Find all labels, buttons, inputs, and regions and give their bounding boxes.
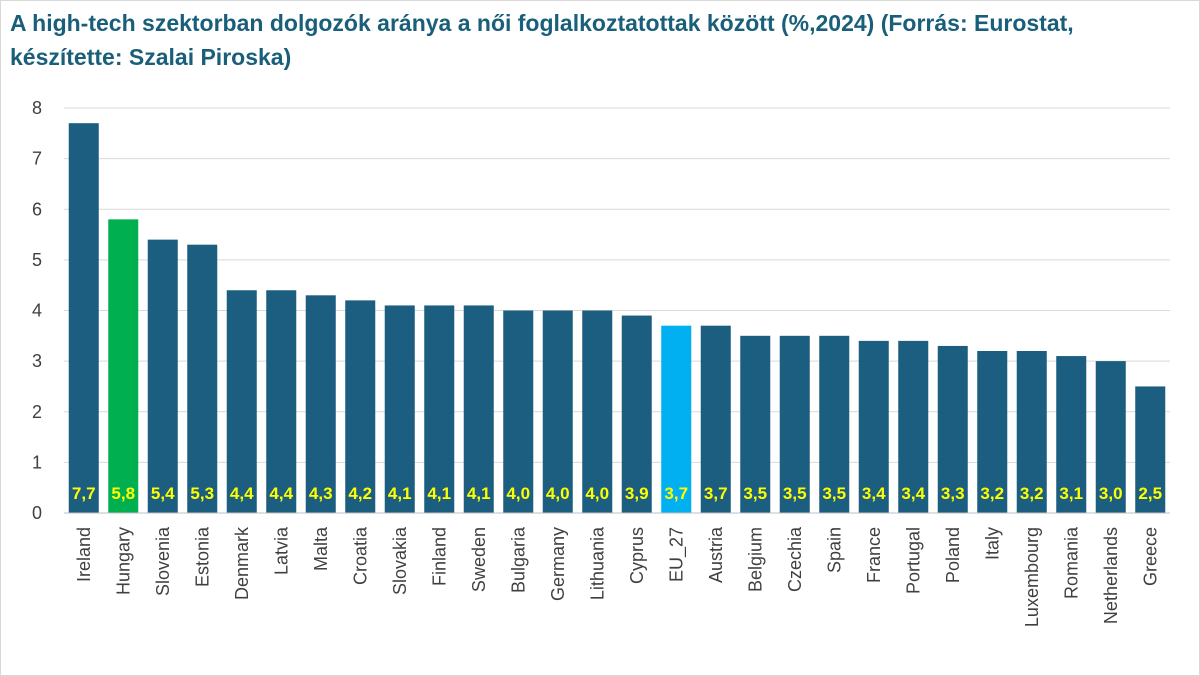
x-tick-label: Lithuania xyxy=(587,526,607,600)
x-tick-label: Croatia xyxy=(350,526,370,585)
data-label: 4,1 xyxy=(467,484,491,503)
x-tick-label: Estonia xyxy=(192,526,212,587)
x-tick-label: Greece xyxy=(1140,527,1160,586)
x-tick-label: Cyprus xyxy=(627,527,647,584)
data-label: 3,5 xyxy=(822,484,846,503)
x-tick-label: Netherlands xyxy=(1101,527,1121,624)
bar-belgium xyxy=(740,335,771,513)
x-tick-label: Slovenia xyxy=(153,526,173,596)
data-label: 2,5 xyxy=(1138,484,1162,503)
bar-cyprus xyxy=(621,315,652,513)
data-label: 4,1 xyxy=(388,484,412,503)
bar-hungary xyxy=(108,219,139,513)
x-tick-label: Slovakia xyxy=(390,526,410,595)
x-tick-label: Spain xyxy=(824,527,844,573)
y-tick-label: 7 xyxy=(32,149,42,169)
y-tick-label: 3 xyxy=(32,351,42,371)
bar-finland xyxy=(424,305,455,513)
data-label: 4,4 xyxy=(230,484,254,503)
x-tick-label: EU_27 xyxy=(666,527,687,582)
bar-estonia xyxy=(187,244,218,513)
bar-germany xyxy=(542,310,573,513)
x-tick-label: Malta xyxy=(311,526,331,571)
x-tick-label: Denmark xyxy=(232,526,252,600)
data-label: 3,0 xyxy=(1099,484,1123,503)
x-tick-label: Austria xyxy=(706,526,726,583)
bar-czechia xyxy=(779,335,810,513)
bar-ireland xyxy=(68,123,99,513)
bar-austria xyxy=(700,325,731,513)
x-tick-label: Finland xyxy=(429,527,449,586)
x-tick-label: Portugal xyxy=(903,527,923,594)
data-label: 3,3 xyxy=(941,484,965,503)
x-tick-label: Bulgaria xyxy=(508,526,528,593)
bar-poland xyxy=(937,345,968,513)
bar-denmark xyxy=(226,290,257,513)
data-label: 3,7 xyxy=(664,484,688,503)
bar-eu_27 xyxy=(661,325,692,513)
data-label: 4,2 xyxy=(348,484,372,503)
bar-spain xyxy=(819,335,850,513)
y-tick-label: 8 xyxy=(32,98,42,118)
bar-sweden xyxy=(463,305,494,513)
x-tick-label: Sweden xyxy=(469,527,489,592)
data-label: 3,1 xyxy=(1059,484,1083,503)
bar-bulgaria xyxy=(503,310,534,513)
bar-romania xyxy=(1056,356,1087,513)
data-label: 5,3 xyxy=(190,484,214,503)
bar-slovakia xyxy=(384,305,415,513)
data-label: 4,4 xyxy=(269,484,293,503)
x-tick-label: Ireland xyxy=(74,527,94,582)
y-tick-label: 0 xyxy=(32,503,42,523)
x-tick-label: Romania xyxy=(1061,526,1081,599)
x-tick-label: Latvia xyxy=(271,526,291,575)
x-tick-label: Germany xyxy=(548,527,568,601)
bar-luxembourg xyxy=(1016,351,1047,513)
bar-latvia xyxy=(266,290,297,513)
data-label: 3,5 xyxy=(743,484,767,503)
bar-lithuania xyxy=(582,310,613,513)
bar-netherlands xyxy=(1095,361,1126,513)
data-label: 3,2 xyxy=(980,484,1004,503)
bar-france xyxy=(858,340,889,513)
chart-title: A high-tech szektorban dolgozók aránya a… xyxy=(10,10,1074,70)
data-label: 3,9 xyxy=(625,484,649,503)
data-label: 5,4 xyxy=(151,484,175,503)
x-tick-label: Luxembourg xyxy=(1022,527,1042,627)
data-label: 5,8 xyxy=(111,484,135,503)
data-label: 3,2 xyxy=(1020,484,1044,503)
y-tick-label: 2 xyxy=(32,402,42,422)
x-tick-label: France xyxy=(864,527,884,583)
y-tick-label: 1 xyxy=(32,452,42,472)
bar-malta xyxy=(305,295,336,513)
x-tick-label: Hungary xyxy=(113,527,133,595)
y-tick-label: 4 xyxy=(32,301,42,321)
x-tick-label: Belgium xyxy=(745,527,765,592)
bar-croatia xyxy=(345,300,376,513)
data-label: 4,3 xyxy=(309,484,333,503)
data-label: 3,4 xyxy=(862,484,886,503)
x-tick-label: Czechia xyxy=(785,526,805,592)
data-label: 3,4 xyxy=(901,484,925,503)
x-tick-label: Italy xyxy=(982,527,1002,560)
data-label: 4,1 xyxy=(427,484,451,503)
bar-italy xyxy=(977,351,1008,513)
data-label: 7,7 xyxy=(72,484,96,503)
y-tick-label: 6 xyxy=(32,199,42,219)
data-label: 4,0 xyxy=(506,484,530,503)
bar-slovenia xyxy=(147,239,178,513)
x-tick-label: Poland xyxy=(943,527,963,583)
data-label: 4,0 xyxy=(585,484,609,503)
bar-portugal xyxy=(898,340,929,513)
data-label: 4,0 xyxy=(546,484,570,503)
data-label: 3,7 xyxy=(704,484,728,503)
data-label: 3,5 xyxy=(783,484,807,503)
y-tick-label: 5 xyxy=(32,250,42,270)
bar-greece xyxy=(1135,386,1166,513)
